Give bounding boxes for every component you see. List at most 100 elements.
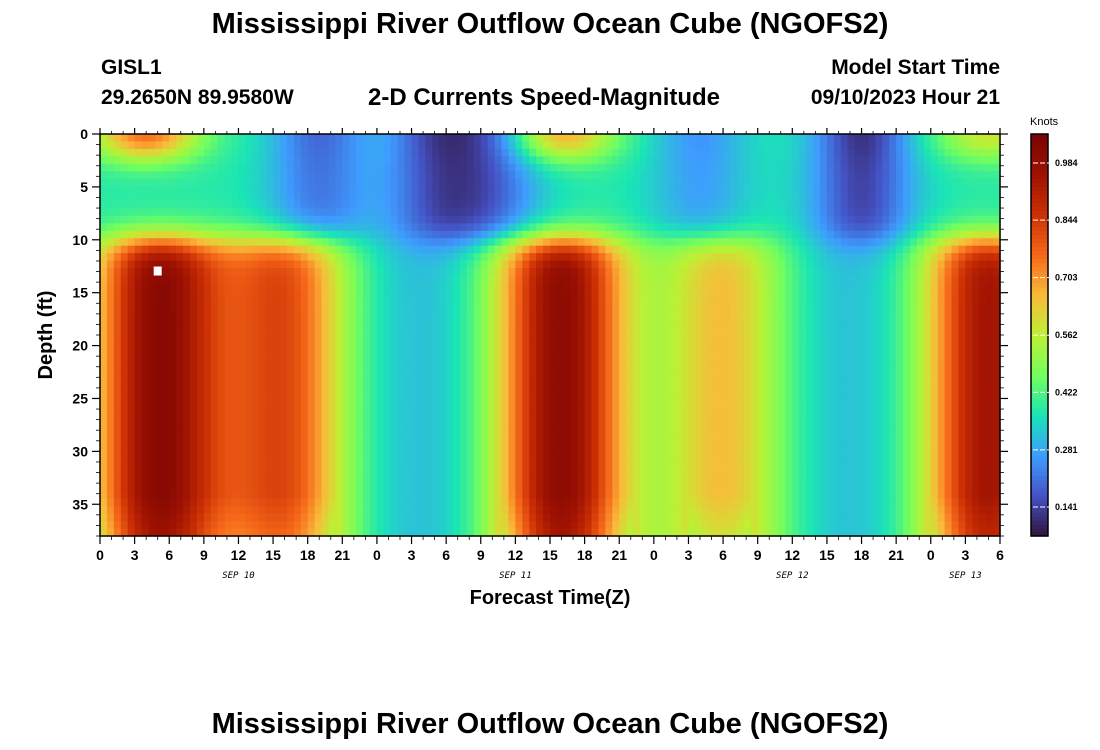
heatmap-cell [307,424,316,433]
heatmap-cell [473,201,482,210]
heatmap-cell [439,528,447,537]
heatmap-cell [501,141,510,150]
heatmap-cell [273,134,281,143]
heatmap-cell [300,476,309,485]
heatmap-cell [217,498,226,507]
heatmap-cell [252,320,260,329]
heatmap-cell [536,215,544,224]
heatmap-cell [404,528,413,537]
heatmap-cell [563,148,572,157]
heatmap-cell [453,260,461,269]
heatmap-cell [383,305,392,314]
heatmap-cell [314,305,323,314]
heatmap-cell [619,476,627,485]
heatmap-cell [183,364,191,373]
heatmap-cell [376,357,385,366]
heatmap-cell [723,268,731,277]
heatmap-cell [591,483,600,492]
heatmap-cell [688,439,696,448]
heatmap-cell [245,260,253,269]
heatmap-cell [626,134,634,143]
heatmap-cell [273,201,281,210]
heatmap-cell [536,431,544,440]
heatmap-cell [723,372,731,381]
heatmap-cell [210,335,219,344]
heatmap-cell [183,513,191,522]
heatmap-cell [646,245,655,254]
heatmap-cell [709,253,717,262]
heatmap-cell [570,245,579,254]
heatmap-cell [266,372,274,381]
heatmap-cell [190,208,198,217]
heatmap-cell [196,238,205,247]
heatmap-cell [397,223,406,232]
heatmap-cell [591,201,600,210]
heatmap-cell [432,245,440,254]
heatmap-cell [370,141,378,150]
heatmap-cell [376,163,385,172]
heatmap-cell [300,238,309,247]
heatmap-cell [612,439,620,448]
heatmap-cell [556,409,565,418]
heatmap-cell [238,521,246,530]
heatmap-cell [231,416,240,425]
heatmap-cell [487,349,496,358]
heatmap-cell [363,439,371,448]
heatmap-cell [508,148,516,157]
heatmap-cell [224,357,233,366]
heatmap-cell [217,156,226,165]
heatmap-cell [674,402,683,411]
heatmap-cell [356,379,364,388]
heatmap-cell [646,186,655,195]
heatmap-cell [494,327,503,336]
heatmap-cell [716,208,724,217]
heatmap-cell [695,305,703,314]
heatmap-cell [176,253,184,262]
heatmap-cell [217,461,226,470]
heatmap-cell [563,186,572,195]
heatmap-cell [252,387,260,396]
heatmap-cell [515,178,523,187]
heatmap-cell [141,230,150,239]
heatmap-cell [522,454,530,463]
heatmap-cell [328,163,336,172]
heatmap-cell [307,387,316,396]
heatmap-cell [653,335,662,344]
heatmap-cell [598,506,606,515]
heatmap-cell [695,431,703,440]
heatmap-cell [321,327,330,336]
heatmap-cell [328,461,336,470]
heatmap-cell [522,282,530,291]
heatmap-cell [210,208,219,217]
heatmap-cell [674,275,683,284]
heatmap-cell [252,275,260,284]
heatmap-cell [529,498,537,507]
heatmap-cell [723,498,731,507]
heatmap-cell [695,148,703,157]
heatmap-cell [619,431,627,440]
heatmap-cell [224,275,233,284]
heatmap-cell [266,223,274,232]
heatmap-cell [487,379,496,388]
heatmap-cell [120,260,129,269]
heatmap-cell [203,394,212,403]
heatmap-cells [100,134,1001,537]
heatmap-cell [162,394,170,403]
heatmap-cell [134,141,143,150]
heatmap-cell [127,394,136,403]
heatmap-cell [349,394,357,403]
heatmap-cell [418,327,426,336]
heatmap-cell [307,320,316,329]
heatmap-cell [321,297,330,306]
heatmap-cell [349,327,357,336]
heatmap-cell [446,201,454,210]
heatmap-cell [556,513,565,522]
heatmap-cell [342,327,350,336]
heatmap-cell [736,163,745,172]
heatmap-cell [141,387,150,396]
heatmap-cell [252,402,260,411]
heatmap-cell [321,379,330,388]
heatmap-cell [570,394,579,403]
heatmap-cell [176,215,184,224]
heatmap-cell [293,282,302,291]
